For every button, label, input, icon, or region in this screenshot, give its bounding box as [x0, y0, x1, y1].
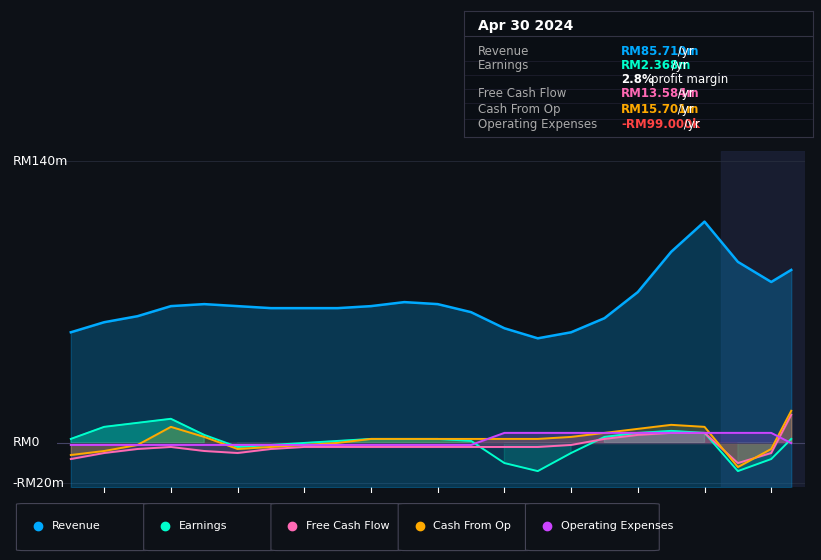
- Text: RM140m: RM140m: [12, 155, 68, 168]
- Text: RM15.701m: RM15.701m: [621, 103, 699, 116]
- Bar: [721, 151, 805, 487]
- Text: RM0: RM0: [12, 436, 40, 450]
- FancyBboxPatch shape: [144, 503, 277, 550]
- Text: /yr: /yr: [674, 87, 694, 100]
- Text: RM2.368m: RM2.368m: [621, 59, 691, 72]
- FancyBboxPatch shape: [398, 503, 532, 550]
- Text: Operating Expenses: Operating Expenses: [561, 521, 673, 531]
- Text: Earnings: Earnings: [478, 59, 530, 72]
- Text: /yr: /yr: [668, 59, 688, 72]
- Text: RM85.710m: RM85.710m: [621, 45, 699, 58]
- Text: Cash From Op: Cash From Op: [478, 103, 560, 116]
- FancyBboxPatch shape: [271, 503, 405, 550]
- Text: Free Cash Flow: Free Cash Flow: [306, 521, 390, 531]
- Text: profit margin: profit margin: [650, 73, 727, 86]
- Text: Earnings: Earnings: [179, 521, 227, 531]
- Text: /yr: /yr: [674, 45, 694, 58]
- FancyBboxPatch shape: [525, 503, 659, 550]
- Text: -RM20m: -RM20m: [12, 477, 65, 489]
- FancyBboxPatch shape: [16, 503, 150, 550]
- Text: 2.8%: 2.8%: [621, 73, 654, 86]
- Text: Revenue: Revenue: [478, 45, 530, 58]
- Text: Apr 30 2024: Apr 30 2024: [478, 20, 573, 34]
- Text: Cash From Op: Cash From Op: [433, 521, 511, 531]
- Text: /yr: /yr: [680, 118, 700, 131]
- Text: RM13.584m: RM13.584m: [621, 87, 699, 100]
- Text: Revenue: Revenue: [52, 521, 100, 531]
- Text: -RM99.000k: -RM99.000k: [621, 118, 699, 131]
- Text: /yr: /yr: [674, 103, 694, 116]
- Text: Operating Expenses: Operating Expenses: [478, 118, 597, 131]
- Text: Free Cash Flow: Free Cash Flow: [478, 87, 566, 100]
